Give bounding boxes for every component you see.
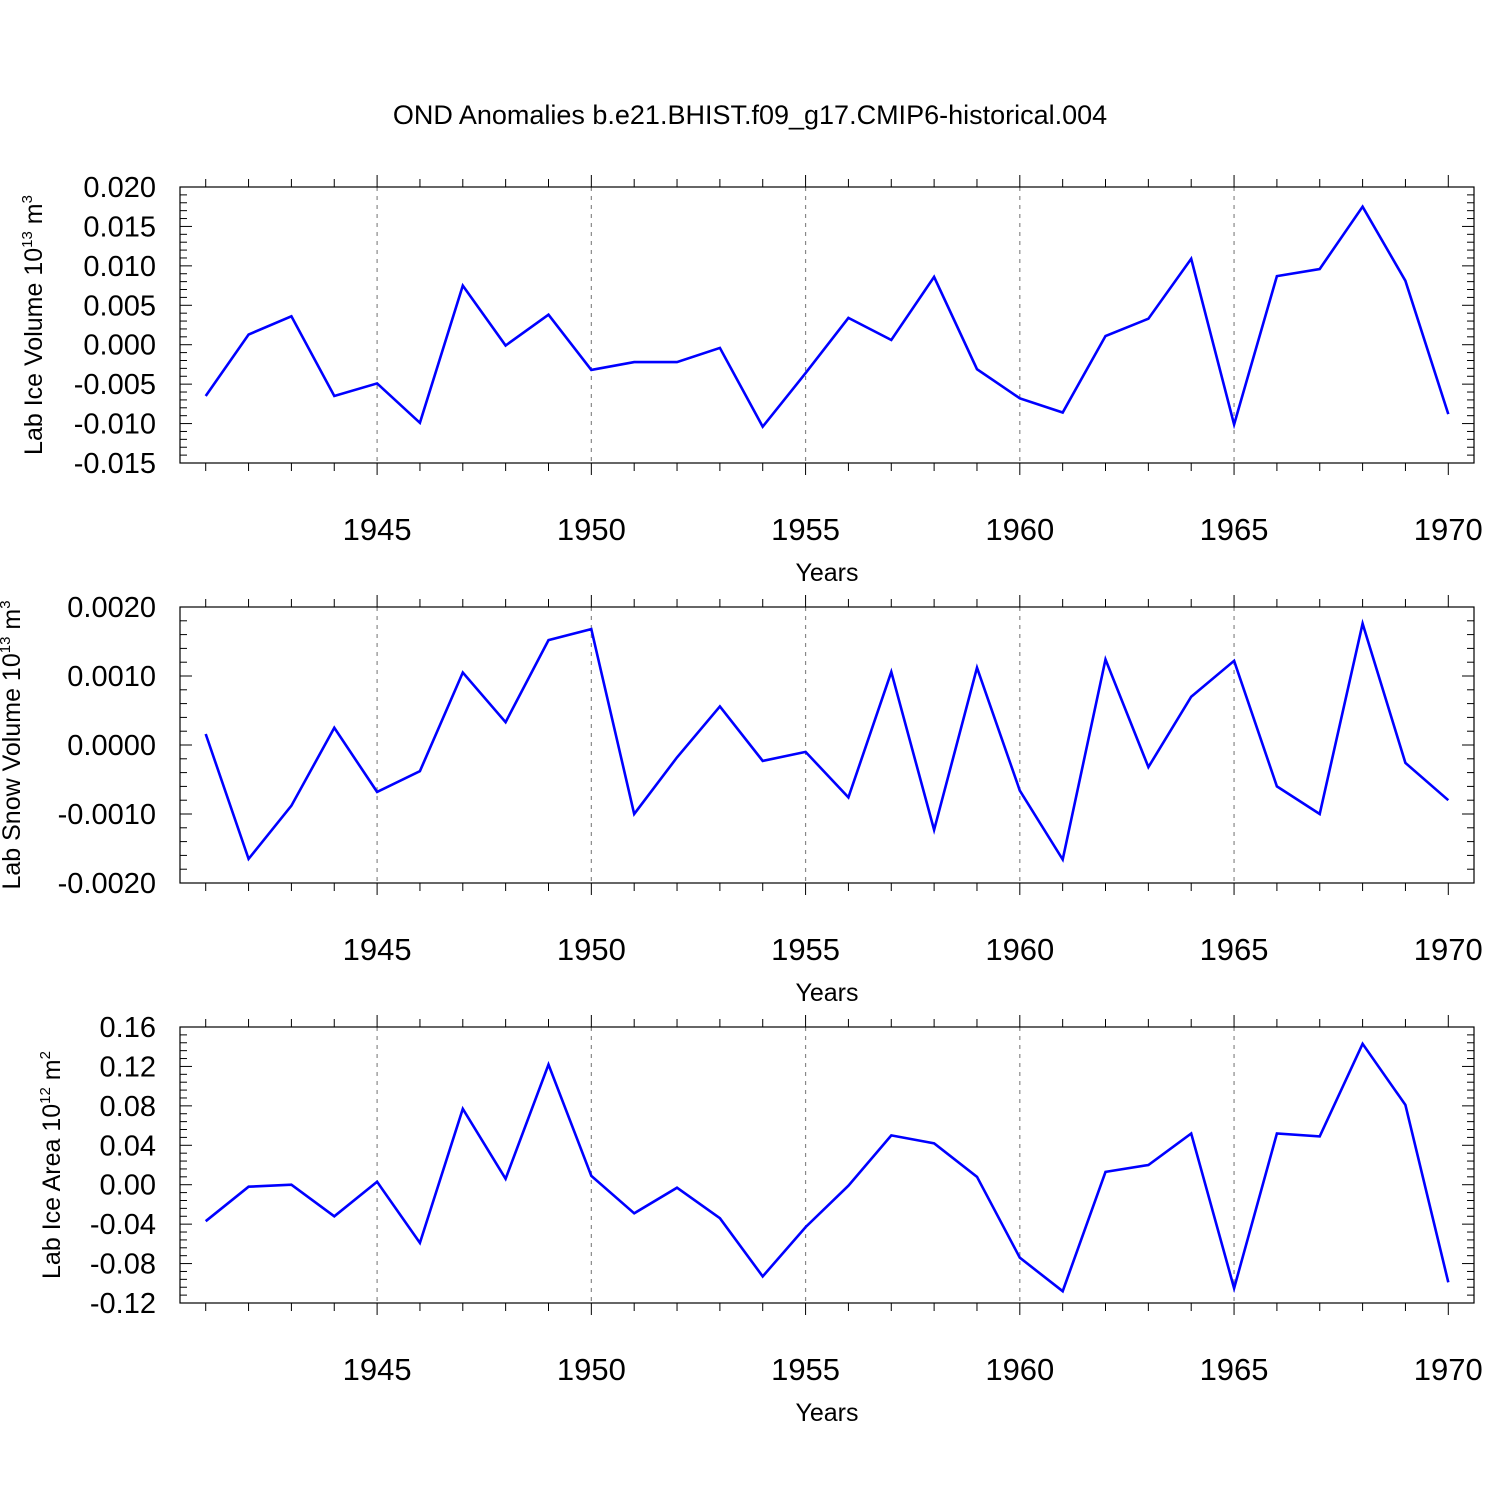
- x-tick-label: 1960: [985, 932, 1054, 967]
- y-tick-label: 0.000: [83, 330, 156, 362]
- y-tick-label: 0.04: [100, 1130, 156, 1162]
- y-tick-label: -0.0020: [58, 868, 156, 900]
- y-tick-label: 0.08: [100, 1091, 156, 1123]
- y-axis-label: Lab Ice Volume 1013 m3: [19, 195, 48, 455]
- x-tick-label: 1950: [557, 1352, 626, 1387]
- y-tick-label: 0.020: [83, 172, 156, 204]
- y-tick-label: 0.0010: [67, 661, 156, 693]
- x-tick-label: 1950: [557, 512, 626, 547]
- y-axis-label: Lab Ice Area 1012 m2: [37, 1051, 66, 1279]
- y-tick-label: -0.0010: [58, 799, 156, 831]
- y-tick-label: 0.005: [83, 290, 156, 322]
- x-tick-label: 1965: [1200, 1352, 1269, 1387]
- x-tick-label: 1950: [557, 932, 626, 967]
- panel-1: -0.015 -0.010 -0.005 0.000 0.005 0.010 0.015 0.…: [19, 172, 1483, 587]
- y-tick-label: 0.16: [100, 1012, 156, 1044]
- y-tick-label: 0.12: [100, 1051, 156, 1083]
- x-tick-label: 1955: [771, 932, 840, 967]
- series-line: [204, 204, 1450, 430]
- x-tick-label: 1965: [1200, 932, 1269, 967]
- x-tick-label: 1970: [1414, 1352, 1483, 1387]
- x-axis-label: Years: [795, 1399, 858, 1427]
- x-tick-label: 1955: [771, 512, 840, 547]
- y-tick-label: -0.015: [74, 448, 156, 480]
- y-tick-label: 0.010: [83, 251, 156, 283]
- plot-frame: [179, 186, 1475, 464]
- x-tick-label: 1945: [343, 1352, 412, 1387]
- x-tick-label: 1965: [1200, 512, 1269, 547]
- y-tick-label: -0.12: [90, 1288, 156, 1320]
- y-tick-label: 0.00: [100, 1170, 156, 1202]
- x-tick-label: 1970: [1414, 512, 1483, 547]
- y-tick-label: -0.005: [74, 369, 156, 401]
- series-line: [204, 1041, 1450, 1294]
- y-tick-label: -0.04: [90, 1209, 156, 1241]
- panels: -0.015 -0.010 -0.005 0.000 0.005 0.010 0.015 0.…: [0, 172, 1483, 1427]
- y-tick-label: 0.0000: [67, 730, 156, 762]
- y-tick-label: 0.0020: [67, 592, 156, 624]
- y-tick-label: -0.08: [90, 1249, 156, 1281]
- y-axis-label: Lab Snow Volume 1013 m3: [0, 600, 26, 889]
- x-axis-label: Years: [795, 979, 858, 1007]
- y-tick-label: -0.010: [74, 409, 156, 441]
- x-axis-label: Years: [795, 559, 858, 587]
- panel-3: -0.12 -0.08 -0.04 0.00 0.04 0.08 0.12 0.16 1945 1…: [37, 1012, 1483, 1427]
- x-tick-label: 1970: [1414, 932, 1483, 967]
- x-tick-label: 1945: [343, 512, 412, 547]
- series-line: [204, 618, 1450, 863]
- x-tick-label: 1960: [985, 512, 1054, 547]
- x-tick-label: 1955: [771, 1352, 840, 1387]
- plot-frame: [179, 1026, 1475, 1304]
- x-tick-label: 1960: [985, 1352, 1054, 1387]
- y-tick-label: 0.015: [83, 211, 156, 243]
- x-tick-label: 1945: [343, 932, 412, 967]
- chart-title: OND Anomalies b.e21.BHIST.f09_g17.CMIP6-…: [393, 100, 1107, 130]
- panel-2: -0.0020 -0.0010 0.0000 0.0010 0.0020 1945 1950…: [0, 592, 1483, 1007]
- plot-frame: [179, 606, 1475, 884]
